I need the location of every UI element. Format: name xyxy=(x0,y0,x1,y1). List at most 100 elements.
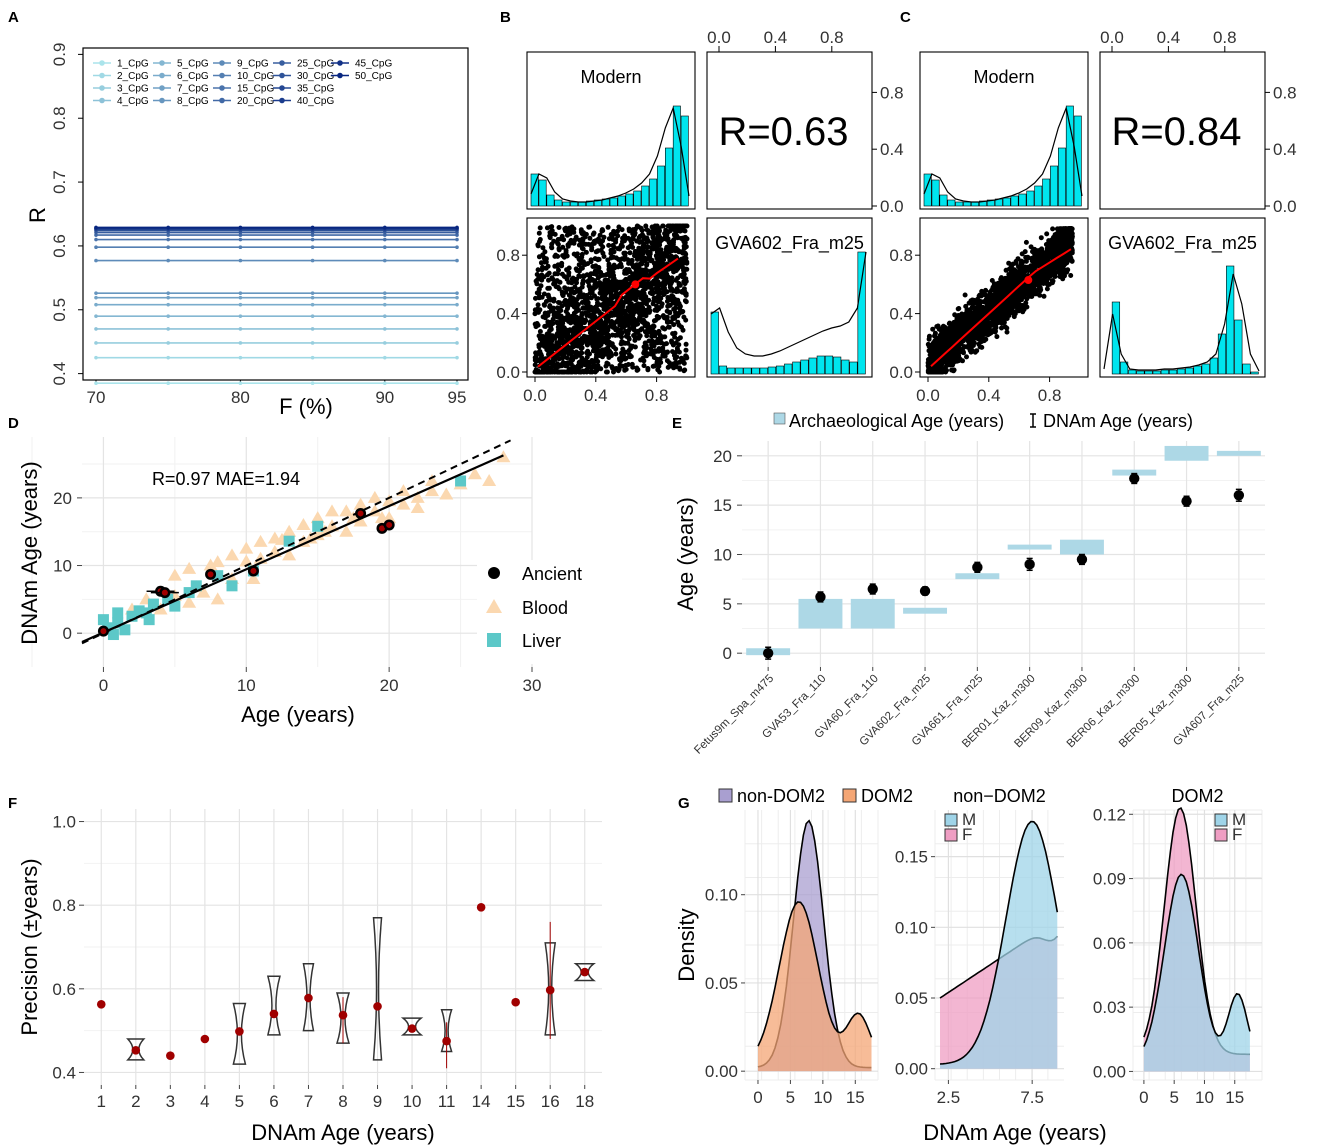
right-tick-label: 0.8 xyxy=(1273,83,1297,102)
blood-point xyxy=(367,490,382,503)
annotation-text: R=0.97 MAE=1.94 xyxy=(152,469,300,489)
series-point xyxy=(455,237,459,242)
y-tick-label: 0.7 xyxy=(50,170,69,194)
x-tick-label: 15 xyxy=(506,1092,525,1111)
panel-label-g: G xyxy=(678,795,690,812)
series-point xyxy=(310,258,315,263)
y-tick-label: 0.6 xyxy=(52,980,76,999)
histogram-bar xyxy=(1002,197,1011,207)
x-tick-label: 1 xyxy=(97,1092,106,1111)
legend-key-f xyxy=(944,828,958,842)
series-point xyxy=(383,341,387,345)
series-point xyxy=(166,233,170,237)
legend-label: DOM2 xyxy=(861,786,913,806)
legend-key-point xyxy=(279,72,285,79)
legend-label: 35_CpG xyxy=(297,84,334,95)
series-point xyxy=(383,233,387,237)
series-point xyxy=(238,314,243,318)
series-point xyxy=(94,341,98,345)
histogram-bar xyxy=(1209,357,1218,375)
histogram-bar xyxy=(824,355,834,375)
histogram-bar xyxy=(538,179,547,207)
series-point xyxy=(455,245,459,249)
x-tick-label: 5 xyxy=(235,1092,244,1111)
legend-label: 10_CpG xyxy=(237,71,274,82)
legend-label: non-DOM2 xyxy=(737,786,825,806)
highlight-point xyxy=(631,280,640,289)
x-tick-label: 10 xyxy=(1195,1088,1214,1107)
subplot-title: non−DOM2 xyxy=(953,786,1046,806)
blood-point xyxy=(425,473,439,486)
series-point xyxy=(94,291,98,295)
series-point xyxy=(310,237,315,242)
mean-point xyxy=(511,997,520,1007)
series-point xyxy=(383,327,387,331)
x-tick-label: 95 xyxy=(448,388,467,407)
legend-label: 8_CpG xyxy=(177,96,209,107)
blood-point xyxy=(325,504,339,517)
histogram-bar xyxy=(963,201,972,207)
histogram-bar xyxy=(1050,165,1059,207)
series-point xyxy=(455,341,459,345)
liver-point xyxy=(97,614,109,626)
dnam-age-point xyxy=(919,585,931,597)
density-curve xyxy=(923,105,1083,203)
archaeological-age-bar xyxy=(1216,450,1261,456)
series-point xyxy=(238,291,243,295)
density-curve xyxy=(757,901,873,1047)
blood-point xyxy=(467,467,482,480)
series-point xyxy=(238,327,243,331)
series-point xyxy=(455,295,459,300)
y-tick-label: 0.8 xyxy=(50,106,69,130)
x-tick-label: 7.5 xyxy=(1020,1088,1044,1107)
blood-point xyxy=(303,531,318,544)
series-point xyxy=(383,381,387,385)
blood-point xyxy=(282,524,297,537)
histogram-bar xyxy=(1226,265,1235,375)
right-tick-label: 0.0 xyxy=(880,197,904,216)
liver-point xyxy=(133,605,145,617)
histogram-bar xyxy=(833,356,842,375)
histogram-bar xyxy=(939,194,948,207)
histogram-bar xyxy=(841,359,850,375)
blood-point xyxy=(396,497,411,510)
series-point xyxy=(383,314,387,318)
y-tick-label: 0.0 xyxy=(889,363,913,382)
legend-label: 45_CpG xyxy=(355,59,392,70)
histogram-bar xyxy=(1042,178,1051,207)
histogram-bar xyxy=(710,311,719,375)
facet-label: GVA602_Fra_m25 xyxy=(1108,233,1257,254)
legend-label: 20_CpG xyxy=(237,96,274,107)
histogram-bar xyxy=(718,365,728,375)
series-point xyxy=(166,291,170,295)
legend-label: 30_CpG xyxy=(297,71,334,82)
series-point xyxy=(166,245,170,249)
histogram-bar xyxy=(1242,363,1251,375)
facet-frame xyxy=(1099,51,1266,210)
x-tick-label: 6 xyxy=(269,1092,278,1111)
blood-point xyxy=(203,558,218,571)
x-axis-title: DNAm Age (years) xyxy=(251,1120,434,1145)
series-point xyxy=(455,381,459,385)
liver-point xyxy=(107,629,119,641)
series-point xyxy=(455,291,459,295)
ancient-point-center xyxy=(100,628,107,635)
legend-key-point xyxy=(279,85,285,91)
series-point xyxy=(94,302,98,307)
histogram-bar xyxy=(530,173,539,207)
x-tick-label: 0.8 xyxy=(645,386,669,405)
x-tick-label: 8 xyxy=(338,1092,347,1111)
series-point xyxy=(94,225,98,230)
mean-point xyxy=(407,1024,417,1033)
dnam-age-point xyxy=(867,583,878,595)
liver-point xyxy=(112,607,124,619)
x-tick-label: 18 xyxy=(575,1092,594,1111)
y-tick-label: 0.6 xyxy=(50,234,69,258)
histogram-bar xyxy=(792,361,801,375)
liver-point xyxy=(169,600,181,612)
archaeological-age-bar xyxy=(798,598,843,629)
x-tick-label: 10 xyxy=(813,1088,832,1107)
dnam-age-point xyxy=(1129,473,1140,484)
x-tick-label: 0.8 xyxy=(1038,386,1062,405)
series-point xyxy=(383,302,387,307)
